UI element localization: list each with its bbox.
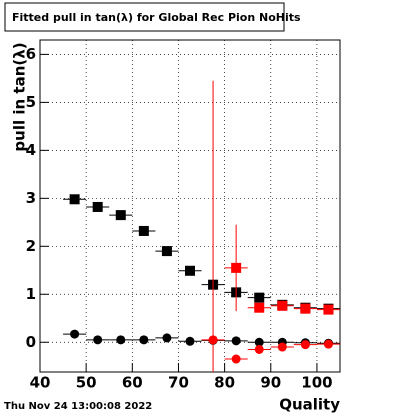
marker [69,194,80,205]
marker [162,333,172,343]
x-tick-label: 100 [301,374,332,392]
marker [115,210,126,221]
x-axis-label: Quality [279,396,340,414]
marker [116,335,126,345]
marker [92,201,103,212]
marker [323,339,333,349]
marker [70,329,80,339]
x-tick-label: 50 [76,374,97,392]
marker [139,335,149,345]
marker [231,354,241,364]
y-tick-label: 4 [26,141,36,159]
x-tick-label: 40 [30,374,51,392]
y-tick-label: 3 [26,189,36,207]
marker [300,303,311,314]
marker [254,344,264,354]
title-box [4,2,285,32]
y-tick-label: 0 [26,333,36,351]
marker [185,265,195,276]
marker [185,336,195,346]
y-tick-label: 6 [26,45,36,63]
marker [138,225,149,236]
y-tick-label: 5 [26,93,36,111]
marker [93,335,103,345]
x-tick-label: 70 [168,374,189,392]
y-tick-label: 2 [26,237,36,255]
marker [254,337,264,347]
marker [231,336,241,346]
x-tick-label: 60 [122,374,143,392]
plot-frame [39,39,341,373]
marker [208,335,218,345]
marker [277,300,288,311]
x-tick-label: 80 [214,374,235,392]
marker [254,302,265,313]
marker [277,342,287,352]
marker [323,304,334,315]
marker [161,246,172,257]
marker [300,340,310,350]
marker [254,292,265,303]
chart-title: Fitted pull in tan(λ) for Global Rec Pio… [12,11,301,24]
y-axis-label: pull in tan(λ) [11,42,29,151]
x-tick-label: 90 [260,374,281,392]
marker [231,262,242,273]
timestamp: Thu Nov 24 13:00:08 2022 [4,401,152,412]
y-tick-label: 1 [26,285,36,303]
